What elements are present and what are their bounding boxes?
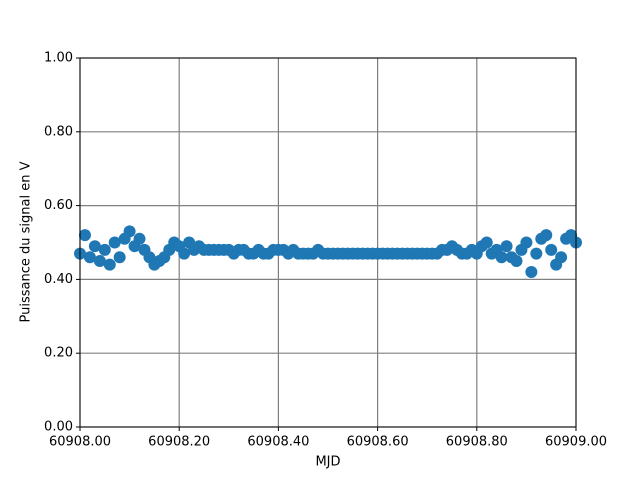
- x-axis-label: MJD: [315, 455, 340, 470]
- point: [123, 225, 136, 238]
- x-tick-label: 60908.80: [446, 435, 508, 450]
- point: [525, 266, 538, 279]
- point: [103, 258, 116, 271]
- point: [178, 247, 191, 260]
- x-tick-label: 60908.60: [347, 435, 409, 450]
- y-tick-label: 0.20: [44, 346, 73, 361]
- point: [495, 251, 508, 264]
- point: [510, 254, 523, 267]
- point: [93, 254, 106, 267]
- point: [555, 251, 568, 264]
- point: [540, 229, 553, 242]
- point: [520, 236, 533, 249]
- x-tick-label: 60908.40: [247, 435, 309, 450]
- point: [88, 240, 101, 253]
- point: [133, 232, 146, 245]
- x-tick-label: 60909.00: [545, 435, 607, 450]
- point: [98, 243, 111, 256]
- plot-frame: [79, 57, 577, 428]
- y-tick-label: 0.80: [44, 124, 73, 139]
- y-tick-label: 0.00: [44, 420, 73, 435]
- point: [83, 251, 96, 264]
- point: [108, 236, 121, 249]
- y-tick-label: 0.60: [44, 198, 73, 213]
- y-axis-label: Puissance du signal en V: [19, 161, 34, 322]
- point: [530, 247, 543, 260]
- point: [113, 251, 126, 264]
- x-tick-label: 60908.20: [148, 435, 210, 450]
- x-tick-label: 60908.00: [49, 435, 111, 450]
- point: [545, 243, 558, 256]
- y-tick-label: 0.40: [44, 272, 73, 287]
- point: [480, 236, 493, 249]
- point: [78, 229, 91, 242]
- point: [500, 240, 513, 253]
- y-tick-label: 1.00: [44, 51, 73, 66]
